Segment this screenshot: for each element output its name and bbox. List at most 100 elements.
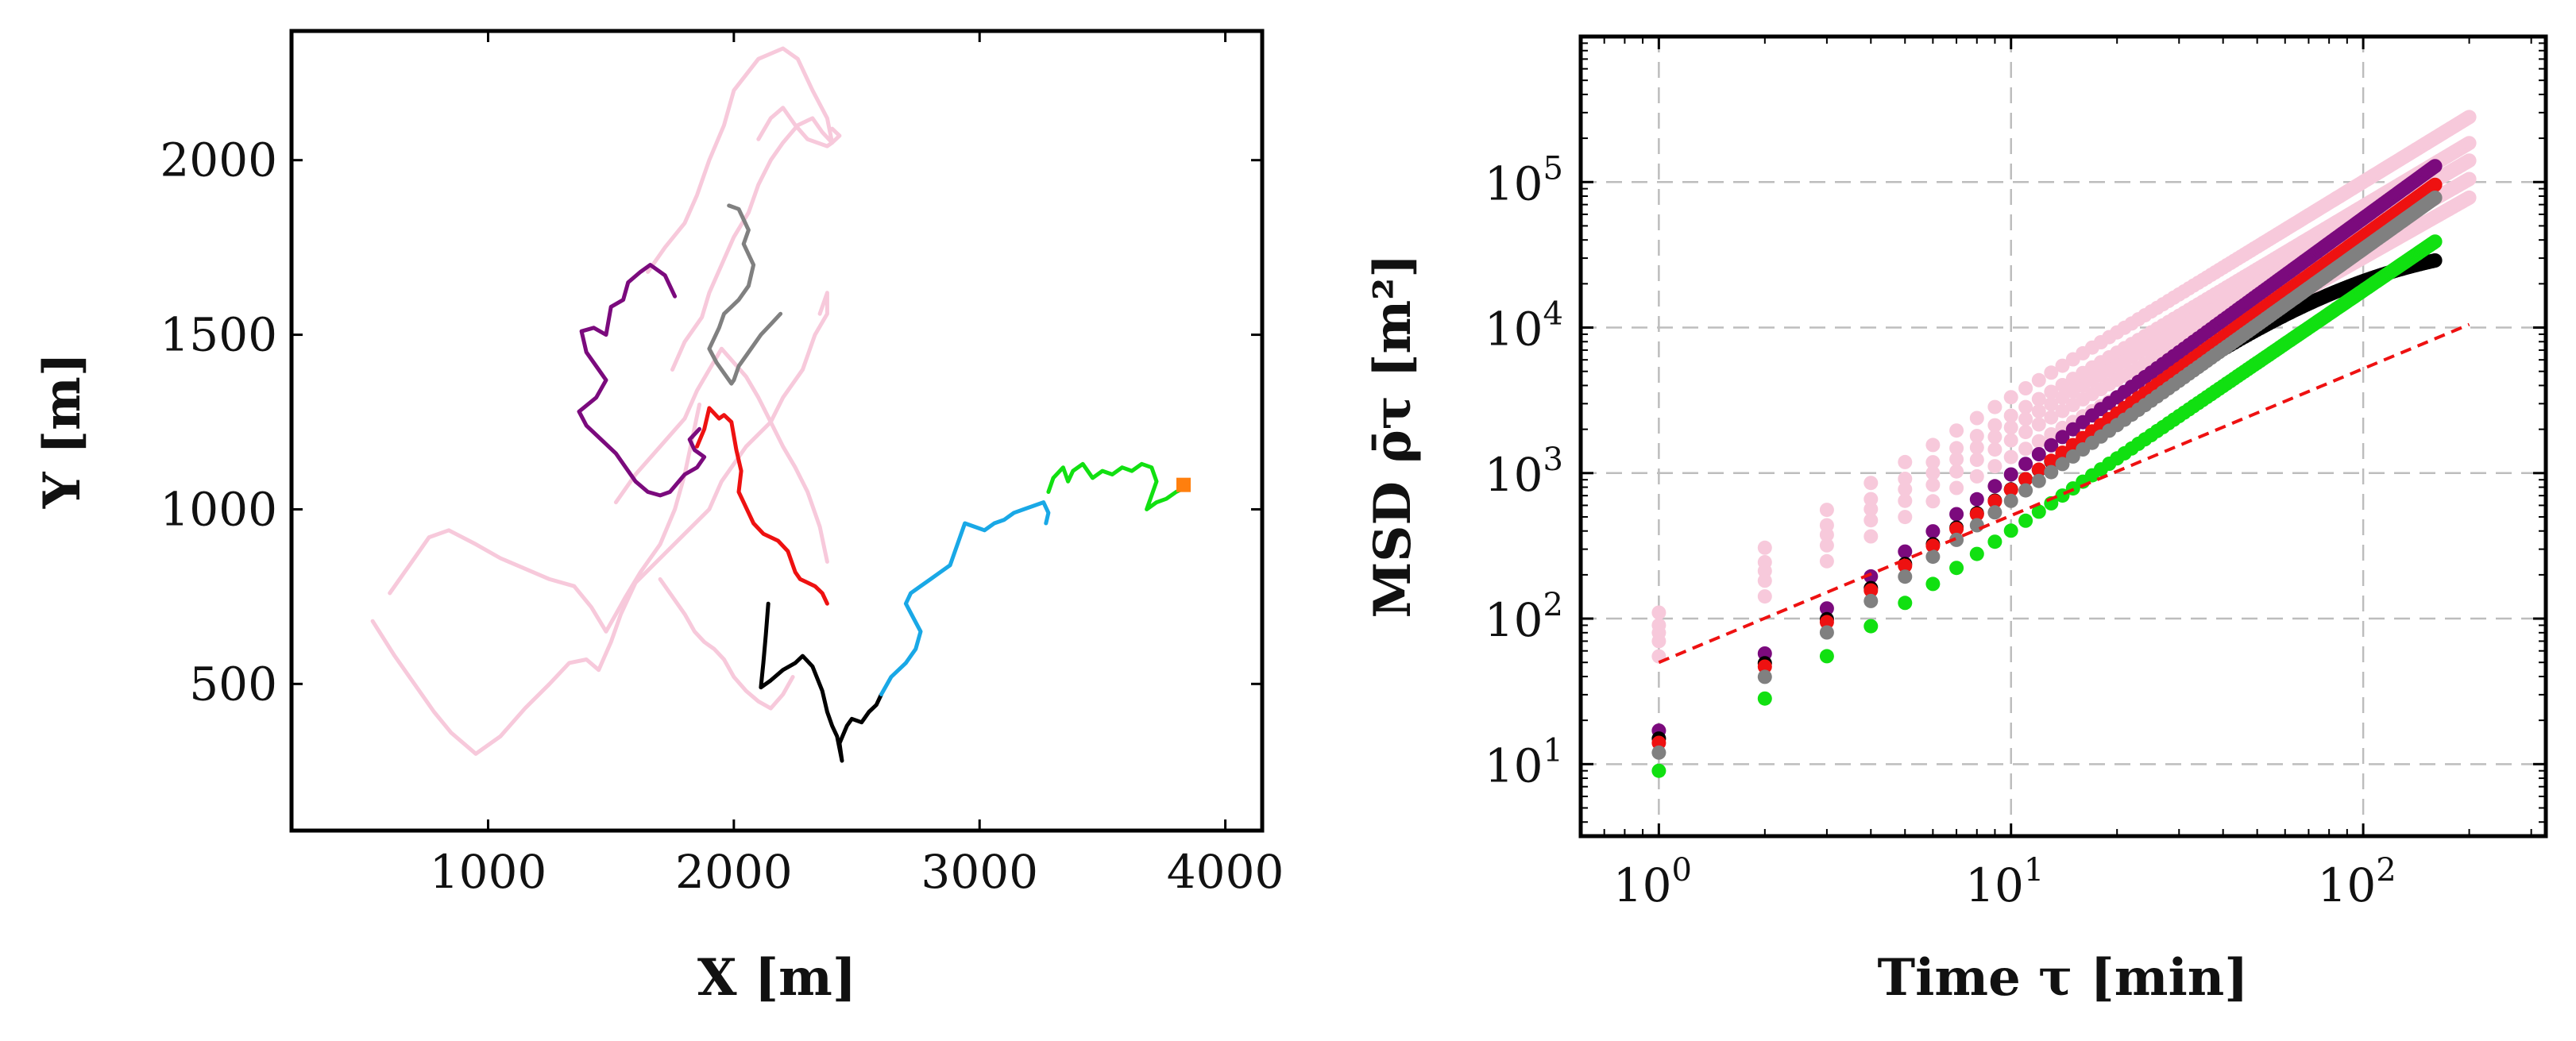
msd-axis-ticks: 100 101 102 101 102 103 104 105 — [1485, 37, 2546, 912]
msd-point — [2031, 473, 2046, 488]
msd-series-red — [1651, 177, 2443, 750]
msd-point — [2427, 191, 2443, 205]
msd-point — [1863, 529, 1879, 544]
msd-point — [2018, 457, 2033, 472]
msd-point — [2031, 417, 2046, 432]
msd-point — [2003, 433, 2018, 448]
msd-point — [2427, 234, 2443, 249]
trajectory-y-tick-label: 1000 — [160, 482, 277, 536]
msd-point — [1969, 429, 1984, 444]
msd-point — [2003, 420, 2018, 435]
trajectory-pink-2 — [388, 403, 701, 634]
msd-point — [2044, 438, 2059, 453]
msd-point — [1925, 494, 1941, 509]
msd-point — [2462, 153, 2477, 168]
msd-point — [1969, 492, 1984, 507]
msd-point — [2031, 462, 2046, 477]
msd-point — [1949, 423, 1964, 438]
msd-point — [1987, 442, 2002, 457]
msd-y-tick-label: 105 — [1485, 150, 1563, 210]
msd-point — [1949, 561, 1964, 576]
msd-reference — [1658, 322, 2470, 665]
msd-point — [1925, 524, 1941, 539]
trajectory-pink-4 — [670, 116, 842, 372]
msd-point — [1969, 507, 1984, 522]
trajectory-end-marker — [1176, 477, 1191, 492]
msd-point — [2031, 372, 2046, 387]
msd-panel: 100 101 102 101 102 103 104 105 Time τ [min] MS… — [1363, 34, 2548, 1008]
trajectory-x-tick-label: 2000 — [675, 845, 793, 899]
msd-point — [2018, 425, 2033, 440]
msd-point — [2044, 410, 2059, 425]
msd-point — [1819, 649, 1834, 664]
trajectory-lines — [370, 46, 1191, 763]
msd-point — [1969, 453, 1984, 467]
msd-point — [2427, 177, 2443, 192]
msd-point — [1863, 476, 1879, 491]
msd-point — [1757, 659, 1772, 674]
msd-point — [1651, 605, 1666, 620]
msd-point — [1987, 534, 2002, 549]
msd-point — [2055, 358, 2070, 373]
msd-point — [1819, 538, 1834, 553]
msd-point — [1987, 418, 2002, 433]
msd-y-tick-label: 102 — [1485, 587, 1563, 647]
trajectory-pink-1 — [370, 291, 829, 756]
msd-point — [1949, 452, 1964, 467]
trajectory-y-tick-label: 1500 — [160, 308, 277, 362]
msd-point — [1987, 494, 2002, 509]
msd-point — [2044, 384, 2059, 399]
msd-plot-frame — [1578, 34, 2548, 839]
msd-point — [1925, 438, 1941, 453]
msd-point — [2044, 397, 2059, 411]
msd-series-purple — [1651, 159, 2443, 738]
msd-point — [1898, 569, 1913, 584]
msd-point — [1949, 522, 1964, 537]
trajectory-y-axis-title: Y [m] — [33, 353, 92, 509]
trajectory-black — [759, 601, 883, 763]
msd-x-axis-title: Time τ [min] — [1877, 948, 2248, 1008]
msd-point — [2055, 390, 2070, 405]
msd-y-tick-label: 104 — [1485, 296, 1563, 357]
msd-point — [2427, 159, 2443, 174]
trajectory-y-tick-label: 2000 — [160, 133, 277, 187]
trajectory-plot-frame — [289, 29, 1265, 833]
msd-point — [1987, 399, 2002, 414]
msd-point — [1898, 454, 1913, 469]
msd-point — [1651, 634, 1666, 649]
msd-point — [1925, 549, 1941, 565]
msd-point — [1898, 510, 1913, 525]
trajectory-green — [1046, 461, 1186, 511]
msd-point — [1757, 669, 1772, 684]
msd-point — [2031, 504, 2046, 519]
trajectory-y-tick-label: 500 — [189, 657, 277, 711]
trajectory-pink-3 — [646, 46, 835, 274]
msd-point — [2462, 190, 2477, 205]
msd-points — [1651, 110, 2477, 778]
msd-series-gray — [1651, 191, 2443, 760]
msd-y-tick-label: 103 — [1485, 441, 1563, 502]
msd-point — [2018, 399, 2033, 414]
msd-point — [2018, 411, 2033, 426]
msd-point — [1651, 745, 1666, 760]
msd-y-axis-title: MSD ρ̄τ [m²] — [1363, 253, 1423, 618]
msd-point — [2003, 523, 2018, 538]
msd-point — [2462, 172, 2477, 187]
msd-point — [2003, 467, 2018, 482]
msd-point — [1969, 411, 1984, 426]
msd-series-green — [1651, 234, 2443, 778]
msd-point — [1925, 465, 1941, 480]
msd-grid — [1581, 37, 2546, 836]
msd-point — [1863, 619, 1879, 634]
msd-reference-line — [1658, 322, 2470, 665]
msd-point — [1757, 691, 1772, 706]
msd-point — [1863, 569, 1879, 584]
msd-series-pink-b — [1651, 136, 2477, 633]
msd-point — [1819, 527, 1834, 542]
trajectory-pink-6 — [658, 576, 795, 711]
msd-point — [1949, 441, 1964, 456]
msd-point — [1757, 589, 1772, 604]
msd-point — [2003, 408, 2018, 423]
trajectory-purple — [577, 263, 707, 498]
msd-point — [2055, 403, 2070, 418]
